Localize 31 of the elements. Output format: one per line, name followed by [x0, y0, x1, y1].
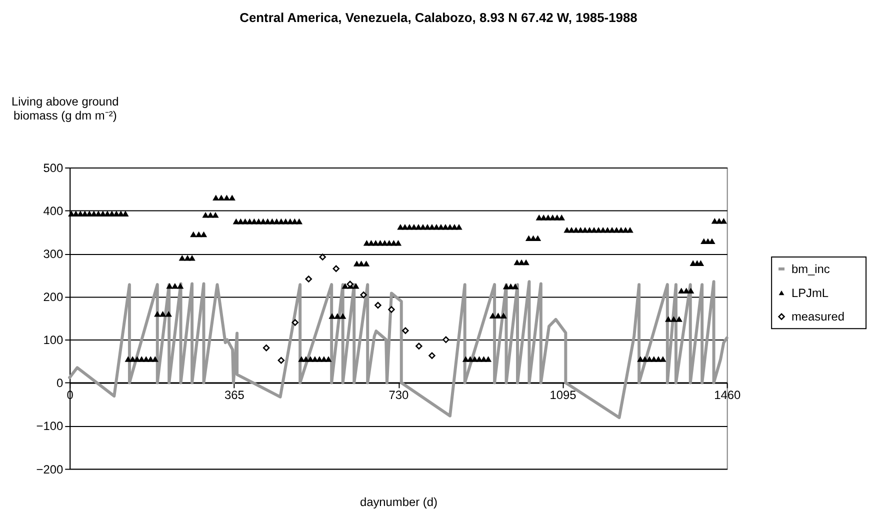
point	[332, 265, 340, 272]
y-tick-label: 100	[43, 333, 64, 348]
y-tick-label: 400	[43, 204, 64, 218]
legend-label: LPJmL	[791, 286, 829, 300]
x-tick-label: 365	[224, 388, 245, 402]
point	[305, 276, 312, 282]
point	[374, 302, 382, 309]
y-tick-label: 200	[43, 290, 64, 304]
x-tick-label: 730	[388, 388, 410, 402]
y-tick-label: 300	[43, 247, 64, 262]
point	[360, 292, 367, 298]
point	[388, 306, 395, 313]
chart-title: Central America, Venezuela, Calabozo, 8.93 N 67.42 W, 1985-1988	[240, 10, 638, 25]
point	[262, 344, 270, 352]
y-tick-label: 500	[43, 160, 64, 175]
x-axis-title: daynumber (d)	[360, 495, 438, 509]
point	[428, 352, 436, 359]
point	[416, 342, 422, 350]
x-tick-label: 1460	[714, 388, 741, 402]
legend-label: bm_inc	[791, 262, 830, 276]
y-tick-label: 0	[56, 376, 64, 390]
point	[292, 319, 299, 326]
point	[278, 356, 285, 364]
point	[442, 336, 450, 344]
point	[319, 254, 326, 260]
legend-label: measured	[791, 310, 844, 324]
point	[402, 327, 409, 334]
y-tick-label: −100	[36, 419, 64, 434]
y-axis-title: Living above ground biomass (g dm m⁻²)	[11, 94, 119, 122]
y-tick-label: −200	[36, 462, 64, 476]
x-tick-label: 1095	[550, 388, 577, 402]
